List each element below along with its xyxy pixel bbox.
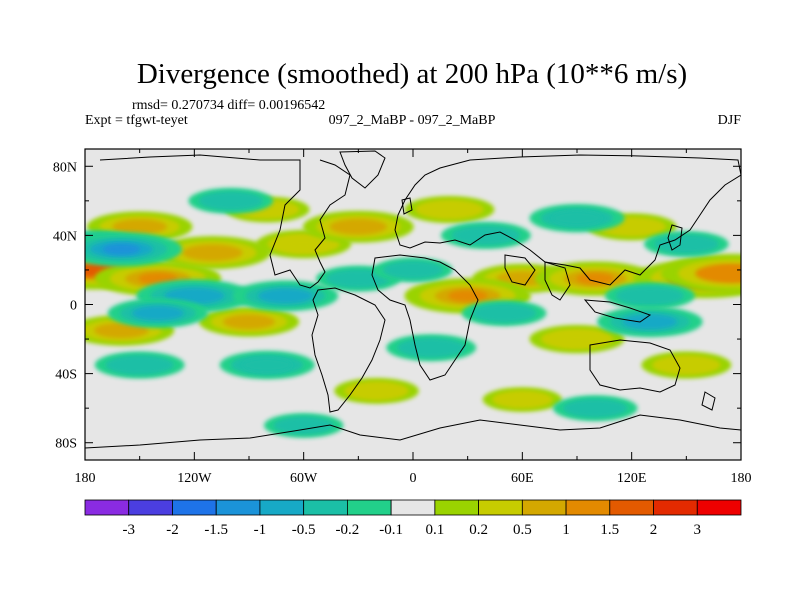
field-contour-inner — [112, 219, 167, 235]
colorbar-label: -0.1 — [379, 522, 403, 538]
field-contour-inner — [279, 236, 329, 252]
chart-title: Divergence (smoothed) at 200 hPa (10**6 … — [137, 58, 687, 90]
x-tick-label: 120E — [617, 471, 647, 486]
field-contour-core — [576, 272, 615, 285]
colorbar-swatch — [521, 499, 567, 516]
colorbar-label: 1.5 — [600, 522, 619, 538]
field-contour-inner — [622, 314, 678, 330]
coast-japan — [667, 224, 683, 251]
y-tick-label: 80S — [55, 437, 77, 452]
coast-greenland — [339, 150, 386, 189]
field-contour-core — [102, 243, 141, 255]
coastlines — [85, 150, 741, 449]
field-contour-inner — [329, 218, 387, 235]
coast-north-america — [99, 154, 351, 289]
coast-india — [544, 261, 571, 301]
x-tick-label: 60E — [511, 471, 534, 486]
y-tick-label: 40N — [53, 229, 77, 244]
x-tick-label: 120W — [177, 471, 212, 486]
field-contour-mid — [415, 199, 484, 220]
colorbar-label: 1 — [562, 522, 570, 538]
colorbar-swatch — [434, 499, 480, 516]
colorbar-label: -3 — [122, 522, 135, 538]
field-contour-inner — [182, 244, 243, 261]
colorbar-swatch — [609, 499, 654, 516]
field-contour-mid — [652, 355, 721, 375]
x-axis: 180 120W 60W 0 60E 120E 180 — [75, 149, 752, 486]
y-tick-label: 40S — [55, 368, 77, 383]
colorbar-swatch — [565, 499, 611, 516]
field-contour-mid — [382, 260, 444, 279]
colorbar-swatch — [172, 499, 217, 516]
field-contour-mid — [492, 390, 553, 409]
coast-australia — [589, 339, 681, 393]
coast-africa — [371, 254, 479, 381]
experiment-label: Expt = tfgwt-teyet — [85, 113, 188, 128]
colorbar-label: 0.5 — [513, 522, 532, 538]
coast-arabia — [504, 254, 536, 286]
coast-britain — [401, 197, 413, 215]
field-contour-mid — [397, 337, 466, 358]
x-tick-label: 180 — [731, 471, 752, 486]
colorbar-swatch — [696, 499, 742, 516]
x-tick-label: 180 — [75, 471, 96, 486]
divergence-field — [85, 187, 741, 438]
field-contour-mid — [198, 191, 263, 211]
colorbar-swatch — [478, 499, 523, 516]
colorbar-label: -1.5 — [204, 522, 228, 538]
colorbar-swatch — [128, 499, 173, 516]
colorbar-swatch — [653, 499, 698, 516]
field-contour-inner — [552, 211, 602, 226]
colorbar-swatch — [215, 499, 261, 516]
field-contour-core — [709, 266, 741, 280]
field-contour-mid — [654, 234, 719, 254]
field-contour-mid — [344, 381, 409, 401]
colorbar-swatch — [84, 499, 130, 516]
field-contour-inner — [258, 288, 313, 304]
x-tick-label: 60W — [290, 471, 318, 486]
field-contour-mid — [471, 303, 537, 323]
y-tick-label: 0 — [70, 299, 77, 314]
coast-south-america — [311, 287, 386, 413]
field-contour-inner — [223, 314, 275, 330]
colorbar-label: -2 — [166, 522, 179, 538]
colorbar-label: 2 — [650, 522, 658, 538]
y-axis: 80N 40N 0 40S 80S — [53, 160, 741, 452]
field-contour-core — [448, 289, 488, 302]
colorbar-label: 3 — [694, 522, 702, 538]
field-contour-mid — [105, 355, 174, 375]
colorbar-label: 0.1 — [425, 522, 444, 538]
season-label: DJF — [718, 113, 742, 128]
colorbar-label: -0.5 — [292, 522, 316, 538]
coast-eurasia — [394, 154, 741, 286]
x-tick-label: 0 — [410, 471, 417, 486]
coast-newzealand — [701, 391, 716, 411]
colorbar-swatch — [303, 499, 348, 516]
field-contour-inner — [131, 305, 184, 321]
coast-antarctica — [85, 414, 741, 449]
field-contour-inner — [94, 322, 149, 339]
case-label: 097_2_MaBP - 097_2_MaBP — [329, 113, 496, 128]
colorbar-label: -1 — [254, 522, 267, 538]
field-contour-mid — [451, 225, 520, 246]
stats-line: rmsd= 0.270734 diff= 0.00196542 — [132, 98, 325, 113]
field-contour-mid — [563, 398, 628, 418]
field-contour-inner — [242, 357, 292, 373]
field-contour-mid — [615, 285, 684, 306]
coast-maritime — [583, 299, 652, 323]
field-contour-inner — [496, 271, 549, 286]
colorbar: -3 -2 -1.5 -1 -0.5 -0.2 -0.1 0.1 0.2 0.5 1 1.5 2 3 — [84, 499, 742, 538]
field-contour-mid — [326, 269, 391, 289]
colorbar-swatch — [346, 499, 392, 516]
colorbar-label: -0.2 — [336, 522, 360, 538]
y-tick-label: 80N — [53, 160, 77, 175]
colorbar-label: 0.2 — [469, 522, 488, 538]
field-contour-inner — [552, 332, 602, 347]
colorbar-swatch — [390, 499, 436, 516]
colorbar-swatch — [259, 499, 305, 516]
field-contour-mid — [273, 416, 334, 435]
